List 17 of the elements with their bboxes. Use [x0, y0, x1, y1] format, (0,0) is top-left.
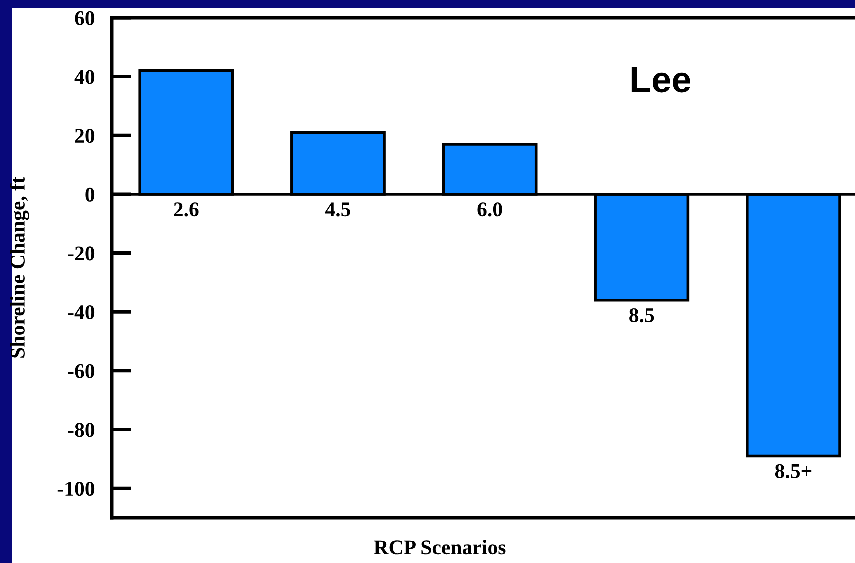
y-tick-label: -60	[68, 364, 95, 378]
y-axis-title: Shoreline Change, ft	[10, 177, 30, 358]
y-tick-label: -80	[68, 423, 95, 438]
x-tick-label: 8.5+	[775, 464, 812, 478]
x-tick-label: 4.5	[325, 202, 350, 217]
text: Lee	[632, 67, 691, 93]
y-tick-label: -20	[68, 246, 95, 261]
x-tick-label: 2.6	[174, 202, 199, 217]
y-tick-label: 20	[75, 129, 95, 144]
y-tick-label: 0	[86, 188, 95, 202]
x-tick-label: 8.5	[630, 308, 654, 323]
y-tick-label: -100	[58, 482, 95, 496]
y-tick-label: -40	[68, 305, 95, 320]
x-tick-label: 6.0	[478, 202, 502, 217]
y-tick-label: 40	[74, 70, 95, 84]
x-axis-title: RCP Scenarios	[374, 540, 506, 555]
y-tick-label: 60	[75, 11, 95, 26]
